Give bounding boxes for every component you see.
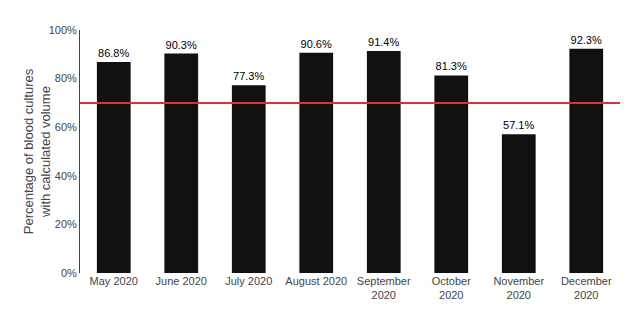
svg-text:May 2020: May 2020 (90, 275, 138, 287)
svg-text:October2020: October2020 (432, 275, 471, 301)
svg-text:60%: 60% (55, 121, 77, 133)
svg-text:September2020: September2020 (357, 275, 411, 301)
svg-text:0%: 0% (61, 267, 77, 279)
svg-text:June 2020: June 2020 (156, 275, 207, 287)
svg-text:40%: 40% (55, 170, 77, 182)
svg-text:92.3%: 92.3% (571, 34, 602, 46)
svg-text:57.1%: 57.1% (503, 119, 534, 131)
svg-text:77.3%: 77.3% (233, 70, 264, 82)
svg-text:November2020: November2020 (493, 275, 544, 301)
svg-text:80%: 80% (55, 72, 77, 84)
svg-text:December2020: December2020 (561, 275, 612, 301)
svg-text:91.4%: 91.4% (368, 36, 399, 48)
svg-text:86.8%: 86.8% (98, 47, 129, 59)
svg-text:81.3%: 81.3% (436, 60, 467, 72)
svg-text:100%: 100% (49, 24, 77, 36)
svg-text:20%: 20% (55, 218, 77, 230)
svg-text:Percentage of blood cultureswi: Percentage of blood cultureswith calcula… (21, 68, 53, 234)
svg-text:July 2020: July 2020 (225, 275, 272, 287)
svg-text:August 2020: August 2020 (285, 275, 347, 287)
svg-text:90.3%: 90.3% (166, 39, 197, 51)
svg-text:90.6%: 90.6% (301, 38, 332, 50)
